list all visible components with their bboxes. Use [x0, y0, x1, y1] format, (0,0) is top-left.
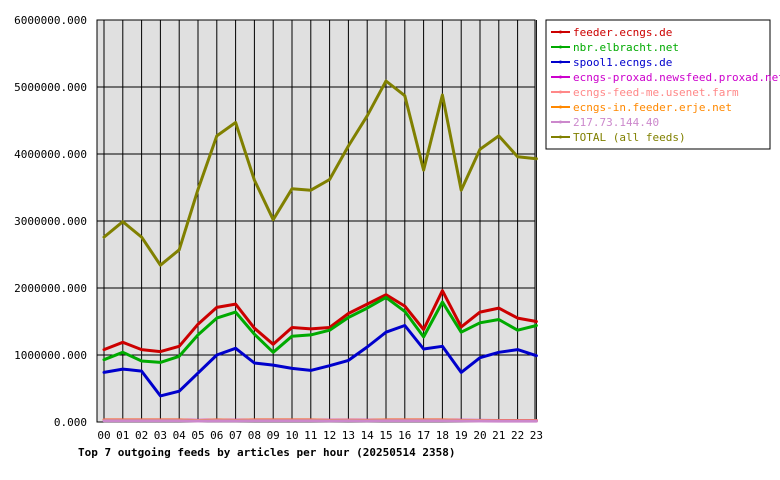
y-tick-label: 3000000.000: [14, 215, 87, 228]
x-tick-label: 22: [511, 429, 524, 442]
legend-marker: [559, 75, 562, 79]
series-lines: [102, 79, 538, 423]
legend-box: [545, 19, 771, 150]
x-tick-label: 18: [436, 429, 449, 442]
x-tick-label: 20: [473, 429, 486, 442]
x-tick-label: 02: [135, 429, 148, 442]
series-line: [102, 324, 538, 398]
x-tick-label: 16: [398, 429, 411, 442]
legend-marker: [559, 45, 562, 49]
x-tick-label: 09: [267, 429, 280, 442]
y-tick-label: 4000000.000: [14, 148, 87, 161]
series-line: [102, 295, 538, 364]
x-tick-label: 13: [342, 429, 355, 442]
x-tick-label: 05: [191, 429, 204, 442]
y-axis: 0.000 1000000.000 2000000.000 3000000.000 40…: [14, 14, 87, 429]
x-tick-label: 23: [530, 429, 543, 442]
y-tick-label: 1000000.000: [14, 349, 87, 362]
legend-marker: [559, 135, 562, 139]
x-tick-label: 21: [492, 429, 505, 442]
legend-entry: ecngs-feed-me.usenet.farm: [573, 86, 739, 99]
legend-entry: ecngs-in.feeder.erje.net: [573, 101, 732, 114]
series-line: [102, 289, 538, 354]
y-tick-label: 5000000.000: [14, 81, 87, 94]
chart-title: Top 7 outgoing feeds by articles per hou…: [78, 446, 456, 459]
x-tick-label: 00: [97, 429, 110, 442]
x-tick-label: 01: [116, 429, 129, 442]
x-tick-label: 03: [154, 429, 167, 442]
x-tick-label: 14: [361, 429, 375, 442]
legend-marker: [559, 105, 562, 109]
x-tick-label: 19: [455, 429, 468, 442]
legend: feeder.ecngs.de nbr.elbracht.net spool1.ec…: [545, 19, 780, 150]
legend-marker: [559, 60, 562, 64]
legend-marker: [559, 90, 562, 94]
legend-marker: [559, 120, 562, 124]
y-tick-label: 6000000.000: [14, 14, 87, 27]
x-tick-label: 15: [379, 429, 392, 442]
x-tick-label: 04: [173, 429, 187, 442]
legend-entry: TOTAL (all feeds): [573, 131, 686, 144]
x-tick-label: 12: [323, 429, 336, 442]
legend-entry: feeder.ecngs.de: [573, 26, 672, 39]
series-line: [102, 79, 538, 267]
x-tick-label: 07: [229, 429, 242, 442]
x-tick-label: 06: [210, 429, 223, 442]
legend-entry: 217.73.144.40: [573, 116, 659, 129]
y-tick-label: 0.000: [54, 416, 87, 429]
y-tick-label: 2000000.000: [14, 282, 87, 295]
legend-entry: spool1.ecngs.de: [573, 56, 672, 69]
legend-marker: [559, 30, 562, 34]
x-tick-label: 17: [417, 429, 430, 442]
legend-entry: nbr.elbracht.net: [573, 41, 679, 54]
x-axis: 00 01 02 03 04 05 06 07 08 09 10 11 12 13 14 15 16 17 18 19…: [97, 429, 543, 442]
x-tick-label: 11: [304, 429, 317, 442]
x-tick-label: 08: [248, 429, 261, 442]
x-tick-label: 10: [285, 429, 298, 442]
legend-entry: ecngs-proxad.newsfeed.proxad.net: [573, 71, 780, 84]
